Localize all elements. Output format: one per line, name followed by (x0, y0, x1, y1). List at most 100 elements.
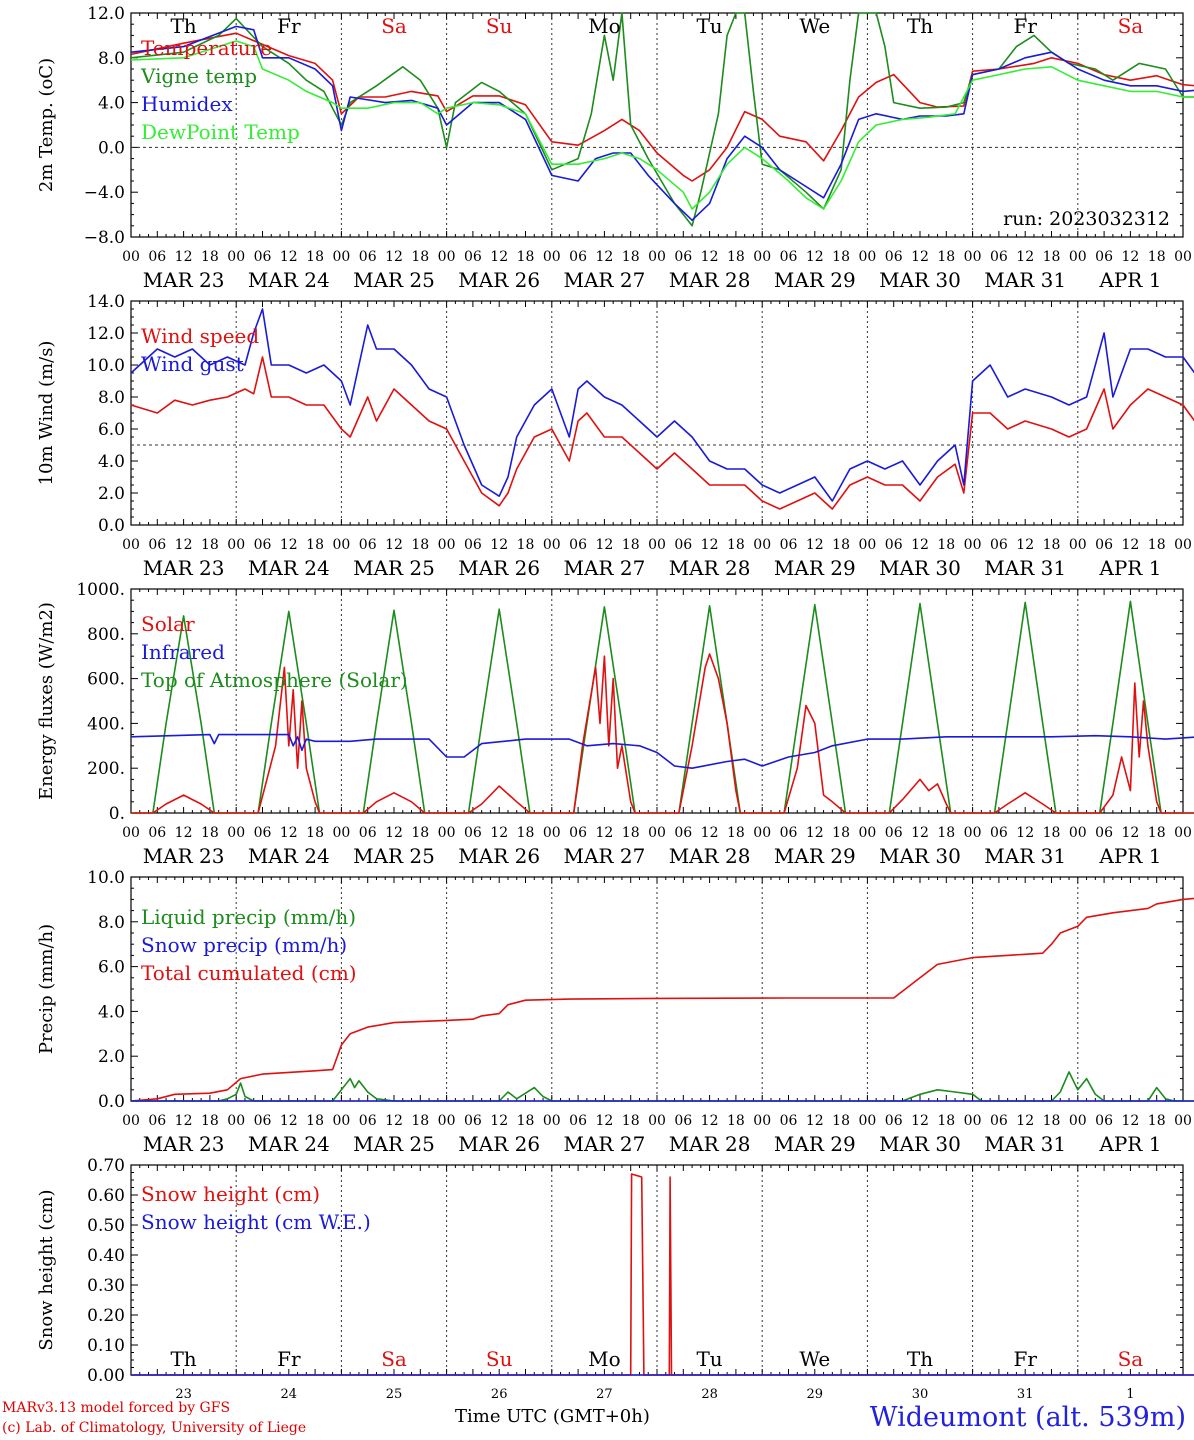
weekday-label: Sa (1118, 14, 1144, 38)
x-tick-label: 12 (280, 537, 298, 553)
weekday-label: Th (907, 1347, 933, 1371)
x-tick-label: 18 (201, 249, 219, 265)
date-label: MAR 25 (353, 844, 435, 868)
date-label: MAR 31 (984, 844, 1066, 868)
x-tick-label: 18 (832, 249, 850, 265)
y-tick-label: 8.0 (98, 388, 125, 408)
x-tick-label: 00 (332, 825, 350, 841)
x-tick-label: 06 (885, 249, 903, 265)
x-tick-label: 00 (858, 1113, 876, 1129)
y-tick-label: 12.0 (87, 4, 125, 24)
x-tick-label: 12 (806, 825, 824, 841)
y-tick-label: 800. (87, 625, 125, 645)
x-tick-label: 00 (122, 825, 140, 841)
x-tick-label: 00 (1069, 825, 1087, 841)
y-tick-label: 4.0 (98, 1002, 125, 1022)
x-tick-label: 18 (1043, 537, 1061, 553)
legend-entry: DewPoint Temp (141, 120, 300, 144)
date-label: MAR 26 (458, 844, 540, 868)
x-tick-label: 06 (254, 537, 272, 553)
x-tick-label: 12 (701, 537, 719, 553)
y-tick-label: −4.0 (84, 183, 125, 203)
x-tick-label: 12 (385, 825, 403, 841)
x-tick-label: 12 (806, 249, 824, 265)
date-label: MAR 27 (564, 556, 646, 580)
date-label: MAR 31 (984, 1132, 1066, 1156)
x-tick-label: 06 (464, 249, 482, 265)
x-tick-label: 12 (385, 537, 403, 553)
y-tick-label: 8.0 (98, 49, 125, 69)
x-tick-label: 06 (254, 825, 272, 841)
weekday-label: Fr (1013, 14, 1037, 38)
x-tick-label: 12 (175, 1113, 193, 1129)
x-tick-label: 18 (1148, 825, 1166, 841)
y-tick-label: 12.0 (87, 324, 125, 344)
legend-entry: Temperature (141, 36, 272, 60)
date-label: MAR 27 (564, 844, 646, 868)
x-tick-label: 12 (490, 537, 508, 553)
x-tick-label: 18 (622, 537, 640, 553)
x-tick-label: 06 (569, 825, 587, 841)
x-tick-label: 18 (937, 1113, 955, 1129)
date-label: MAR 28 (669, 556, 751, 580)
x-tick-label: 18 (937, 537, 955, 553)
x-tick-label: 06 (359, 537, 377, 553)
weekday-label: Sa (381, 14, 407, 38)
x-tick-label: 12 (1016, 537, 1034, 553)
x-tick-label: 00 (332, 249, 350, 265)
panel-wind: 14.0 12.0 10.0 8.0 6.0 4.0 2.0 0.0 10m Wind (m/s… (36, 292, 1194, 580)
x-tick-label: 18 (306, 537, 324, 553)
legend-entry: Vigne temp (140, 64, 257, 88)
x-tick-label: 00 (543, 1113, 561, 1129)
y-axis-label: Precip (mm/h) (36, 924, 57, 1054)
model-credit: MARv3.13 model forced by GFS (2, 1400, 231, 1416)
weekday-label: Su (486, 1347, 513, 1371)
x-tick-label: 12 (595, 249, 613, 265)
legend-entry: Total cumulated (cm) (141, 961, 357, 985)
date-label: MAR 28 (669, 268, 751, 292)
x-tick-label: 00 (1174, 537, 1192, 553)
y-tick-label: 0.40 (87, 1246, 125, 1266)
station-title: Wideumont (alt. 539m) (869, 1402, 1186, 1433)
x-tick-label: 18 (1148, 537, 1166, 553)
weekday-label: Mo (588, 1347, 621, 1371)
date-label: MAR 23 (143, 556, 225, 580)
x-tick-label: 12 (806, 1113, 824, 1129)
weekday-label: Su (486, 14, 513, 38)
x-tick-label: 06 (674, 537, 692, 553)
x-tick-label: 18 (622, 249, 640, 265)
y-tick-label: 0.20 (87, 1306, 125, 1326)
day-number-label: 24 (281, 1387, 298, 1402)
x-tick-label: 00 (1069, 537, 1087, 553)
y-tick-label: 0.0 (98, 1092, 125, 1112)
x-tick-label: 18 (727, 249, 745, 265)
series-top-of-atmosphere-solar (131, 600, 1194, 814)
x-tick-label: 00 (964, 537, 982, 553)
x-tick-label: 18 (306, 825, 324, 841)
x-tick-label: 06 (148, 537, 166, 553)
x-tick-label: 18 (411, 249, 429, 265)
x-tick-label: 00 (122, 249, 140, 265)
y-axis-label: Snow height (cm) (36, 1189, 57, 1350)
series-wind-gust (130, 308, 1194, 502)
day-number-label: 1 (1126, 1387, 1134, 1402)
x-tick-label: 18 (832, 825, 850, 841)
legend-entry: Snow height (cm) (141, 1182, 320, 1206)
x-tick-label: 12 (175, 249, 193, 265)
x-tick-label: 00 (543, 537, 561, 553)
x-tick-label: 06 (885, 825, 903, 841)
x-tick-label: 00 (858, 249, 876, 265)
y-tick-label: 0.60 (87, 1186, 125, 1206)
x-tick-label: 00 (227, 249, 245, 265)
x-tick-label: 12 (595, 537, 613, 553)
x-tick-label: 00 (858, 537, 876, 553)
series-liquid-precip-mm-h (131, 1071, 1194, 1102)
x-tick-label: 00 (753, 249, 771, 265)
x-tick-label: 18 (622, 1113, 640, 1129)
x-tick-label: 12 (280, 249, 298, 265)
y-tick-label: 10.0 (87, 868, 125, 888)
x-tick-label: 18 (306, 1113, 324, 1129)
x-tick-label: 00 (438, 537, 456, 553)
weekday-label: Th (907, 14, 933, 38)
